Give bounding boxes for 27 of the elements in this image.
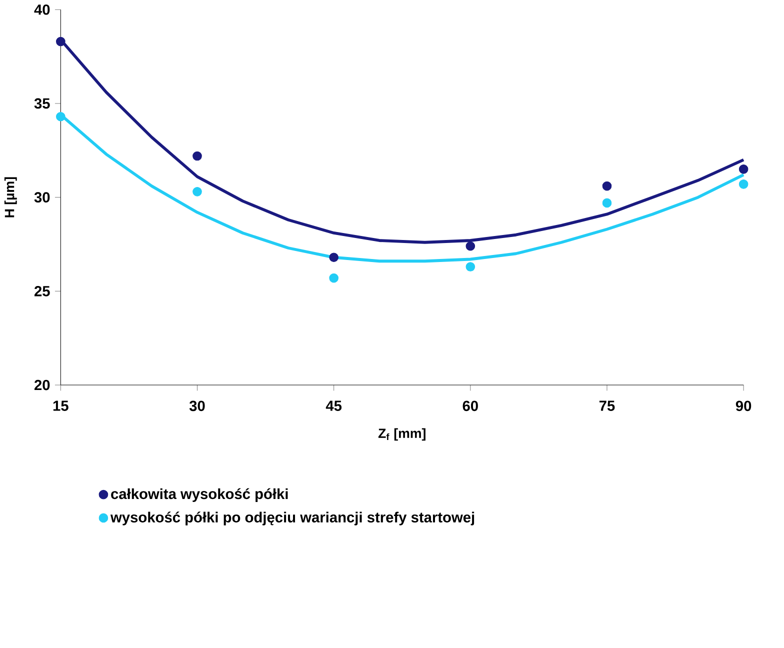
x-tick-label: 75: [599, 400, 615, 411]
x-tick-label: 15: [53, 400, 68, 411]
legend-label: całkowita wysokość półki: [111, 488, 288, 502]
y-tick-label: 35: [34, 98, 50, 109]
x-tick-label: 60: [462, 400, 478, 411]
point: [738, 179, 748, 189]
y-tick-label: 30: [34, 192, 50, 202]
point: [466, 262, 476, 272]
y-tick-label: 25: [34, 286, 50, 296]
y-tick-label: 40: [34, 4, 50, 15]
point: [329, 252, 338, 262]
legend-label: wysokość półki po odjęciu wariancji strefy startowej: [110, 511, 474, 526]
point: [466, 241, 476, 251]
x-axis-title: Z$_{f}$ [mm]: [378, 428, 426, 441]
x-tick-label: 90: [736, 400, 752, 411]
point: [192, 151, 202, 161]
point: [329, 273, 338, 283]
point: [192, 186, 202, 196]
point: [602, 198, 612, 208]
x-tick-label: 45: [326, 400, 342, 411]
y-tick-label: 20: [34, 380, 50, 390]
point: [738, 164, 748, 174]
point: [56, 36, 66, 46]
y-axis-title: H [µm]: [4, 177, 17, 218]
x-tick-label: 30: [189, 400, 205, 411]
point: [56, 112, 66, 122]
point: [602, 181, 612, 191]
